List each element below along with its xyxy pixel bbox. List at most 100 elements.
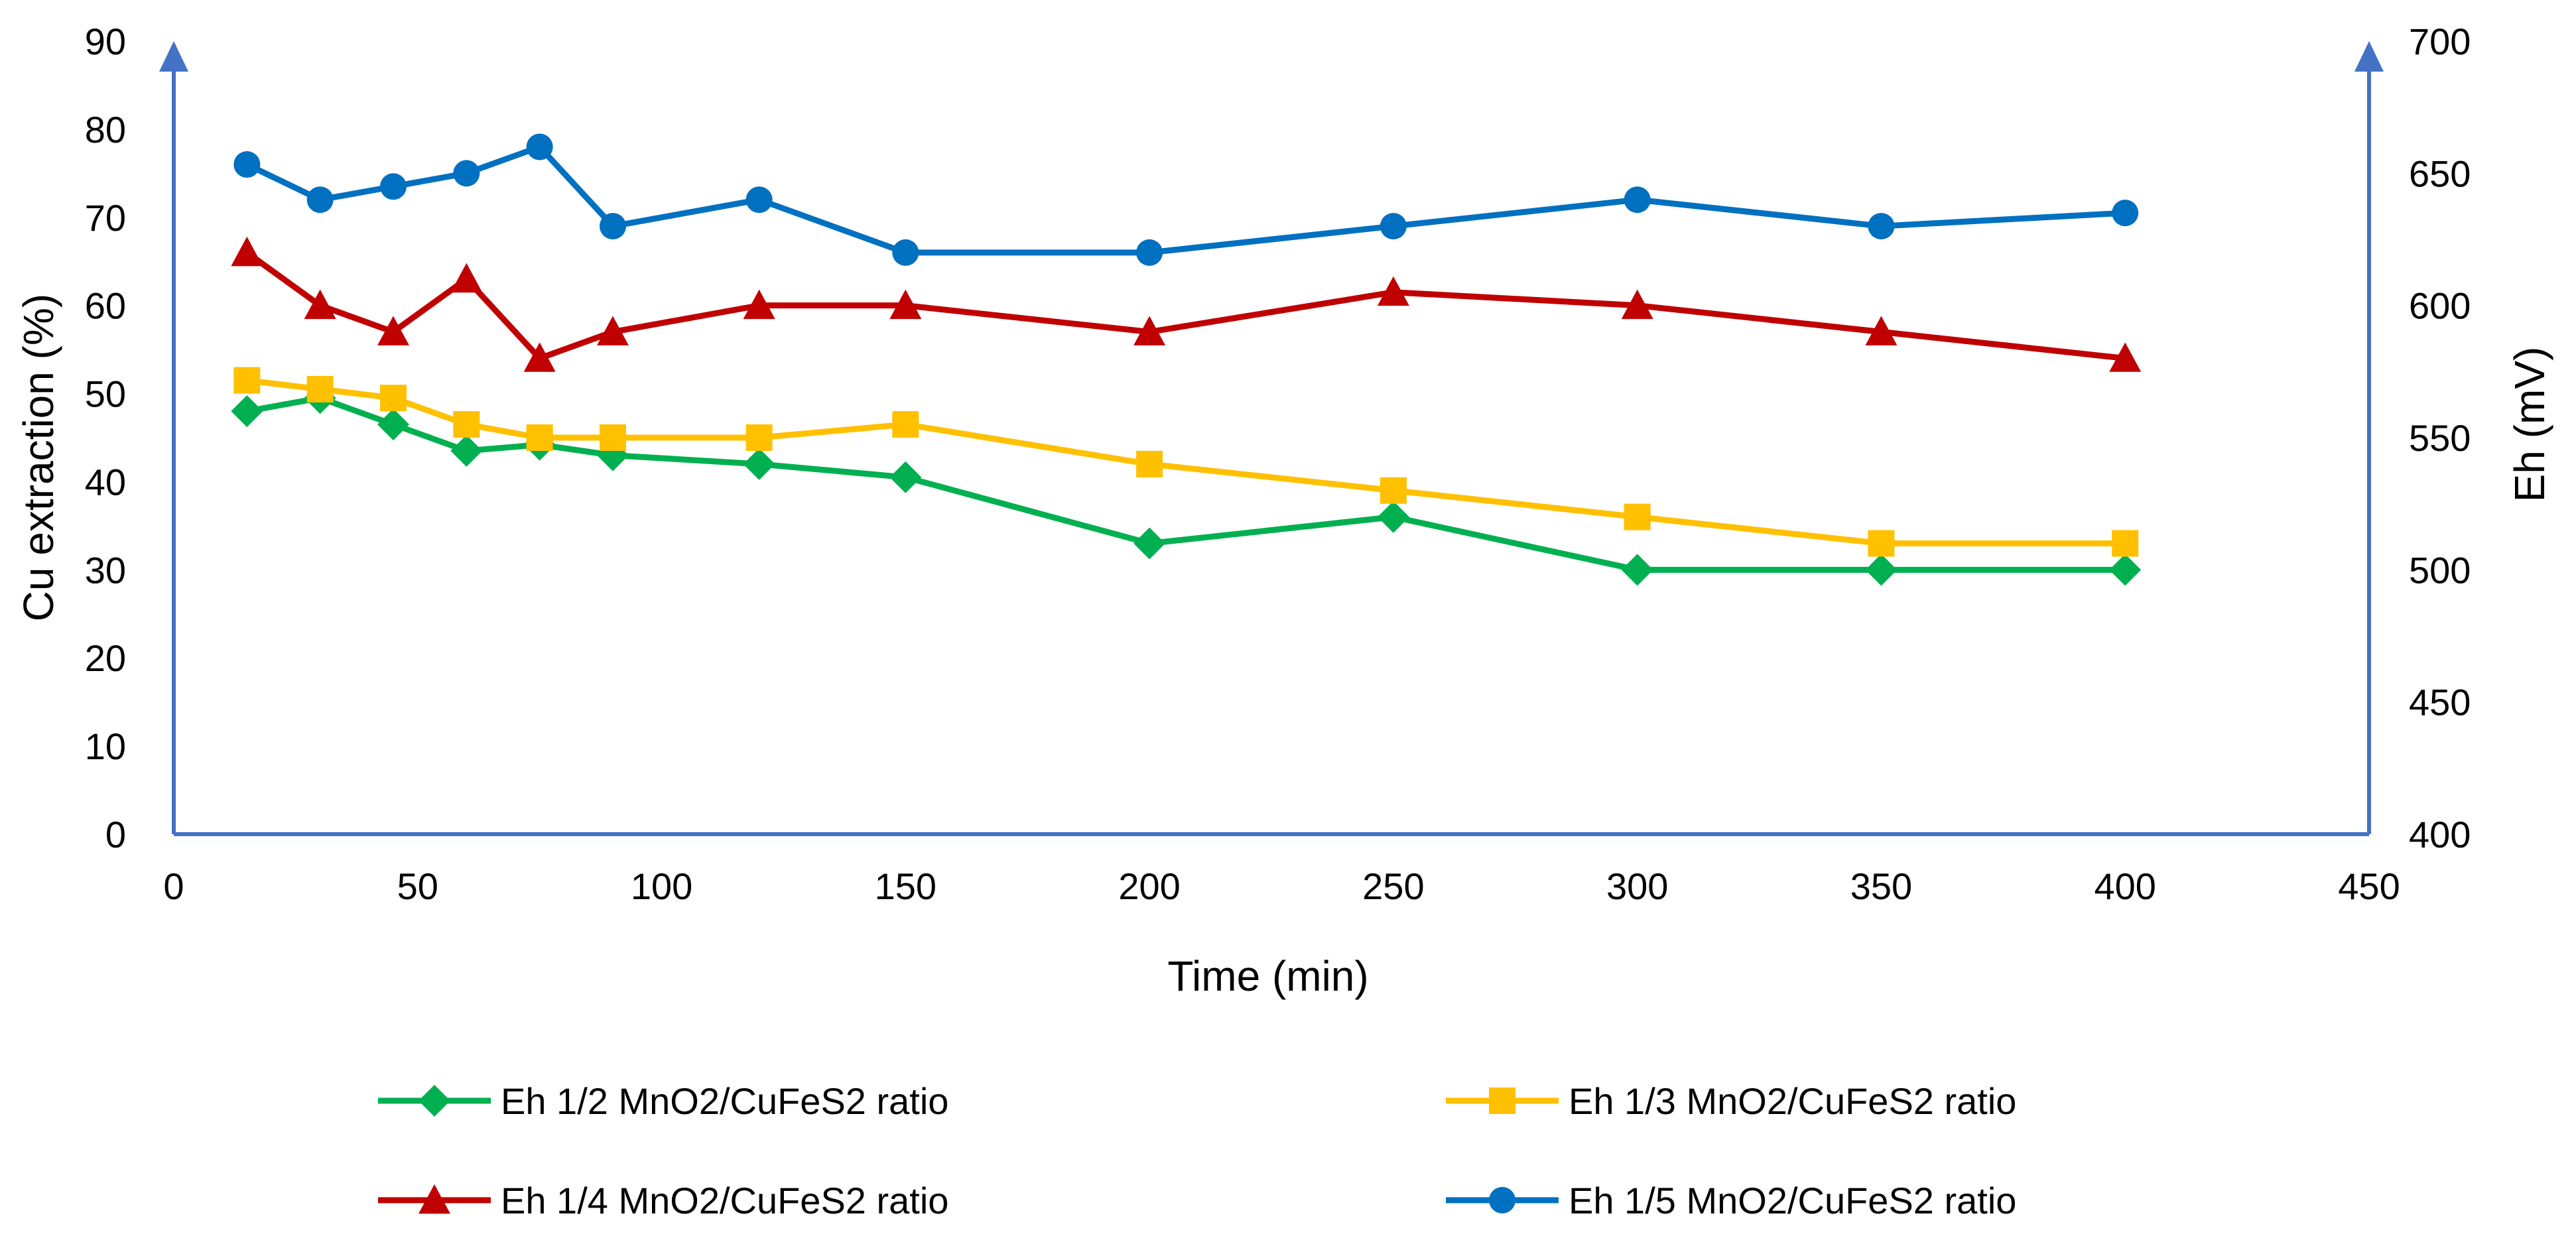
series-line: [246, 395, 2126, 573]
x-tick-label: 250: [1362, 865, 1424, 907]
left-tick-label: 40: [85, 461, 126, 503]
x-tick-label: 450: [2338, 865, 2400, 907]
data-point: [1136, 450, 1163, 477]
x-tick-label: 300: [1606, 865, 1668, 907]
left-axis-arrow: [159, 41, 188, 72]
legend-marker: [419, 1184, 450, 1214]
x-tick-label: 400: [2094, 865, 2156, 907]
series-line: [245, 143, 2126, 256]
data-point: [745, 186, 773, 214]
data-point: [1377, 276, 1409, 306]
left-tick-label: 50: [85, 373, 126, 415]
legend: Eh 1/2 MnO2/CuFeS2 ratio Eh 1/3 MnO2/CuFe…: [378, 1080, 2016, 1221]
x-axis-title: Time (min): [1167, 952, 1368, 1000]
left-tick-label: 30: [85, 549, 126, 591]
series-line: [245, 250, 2126, 361]
x-tick-label: 100: [631, 865, 692, 907]
right-tick-label: 450: [2409, 682, 2471, 723]
left-tick-label: 10: [85, 725, 126, 767]
data-point: [453, 411, 480, 438]
data-point: [743, 289, 775, 320]
legend-label: Eh 1/4 MnO2/CuFeS2 ratio: [501, 1180, 948, 1221]
data-point: [523, 342, 556, 372]
data-point: [1868, 213, 1895, 240]
legend-label: Eh 1/5 MnO2/CuFeS2 ratio: [1569, 1180, 2016, 1221]
data-point: [1865, 316, 1898, 345]
left-axis-title: Cu extraction (%): [15, 294, 62, 621]
data-point: [526, 424, 553, 451]
data-point: [304, 289, 336, 320]
data-point: [450, 263, 483, 293]
legend-item: Eh 1/3 MnO2/CuFeS2 ratio: [1446, 1080, 2016, 1122]
data-point: [1624, 186, 1651, 214]
data-point: [231, 236, 263, 267]
data-point: [453, 160, 480, 187]
data-point: [1136, 239, 1163, 266]
legend-item: Eh 1/2 MnO2/CuFeS2 ratio: [378, 1080, 948, 1122]
x-axis-ticks: 0 50 100 150 200 250 300 350 400 450: [163, 865, 2400, 907]
right-tick-label: 400: [2409, 814, 2471, 855]
axes: [159, 41, 2384, 836]
data-point: [597, 316, 629, 345]
legend-marker: [1489, 1187, 1515, 1213]
series-line: [246, 377, 2126, 546]
data-point: [743, 448, 775, 480]
data-point: [2109, 342, 2142, 372]
left-axis-ticks: 0 10 20 30 40 50 60 70 80 90: [85, 21, 126, 855]
data-point: [377, 408, 409, 441]
series-4: [233, 133, 2139, 266]
x-tick-label: 0: [163, 865, 184, 907]
right-tick-label: 700: [2409, 21, 2471, 62]
data-point: [380, 173, 407, 200]
legend-label: Eh 1/3 MnO2/CuFeS2 ratio: [1569, 1080, 2016, 1122]
data-point: [233, 151, 261, 178]
data-point: [892, 411, 919, 438]
x-tick-label: 350: [1850, 865, 1912, 907]
left-tick-label: 0: [105, 814, 126, 855]
x-tick-label: 50: [397, 865, 438, 907]
data-point: [1621, 554, 1653, 586]
data-point: [600, 213, 626, 240]
data-point: [600, 424, 626, 451]
right-axis-ticks: 400 450 500 550 600 650 700: [2409, 21, 2471, 855]
data-point: [745, 424, 773, 451]
data-point: [889, 289, 922, 320]
left-tick-label: 60: [85, 285, 126, 327]
legend-item: Eh 1/5 MnO2/CuFeS2 ratio: [1446, 1180, 2016, 1221]
left-tick-label: 70: [85, 197, 126, 239]
data-point: [526, 133, 553, 160]
data-point: [233, 367, 261, 394]
data-point: [1377, 501, 1409, 533]
series-1: [231, 382, 2142, 586]
data-point: [1380, 477, 1407, 504]
data-point: [1621, 289, 1653, 320]
data-point: [2112, 200, 2139, 227]
right-tick-label: 550: [2409, 417, 2471, 459]
left-tick-label: 80: [85, 109, 126, 151]
legend-label: Eh 1/2 MnO2/CuFeS2 ratio: [501, 1080, 948, 1122]
data-point: [306, 375, 334, 402]
legend-item: Eh 1/4 MnO2/CuFeS2 ratio: [378, 1180, 948, 1221]
series-3: [231, 236, 2142, 372]
data-point: [380, 385, 407, 412]
data-point: [1865, 554, 1898, 586]
data-point: [1133, 316, 1166, 345]
right-tick-label: 600: [2409, 285, 2471, 327]
legend-marker: [419, 1085, 450, 1117]
right-tick-label: 650: [2409, 153, 2471, 194]
data-point: [1624, 503, 1651, 530]
data-point: [2112, 530, 2139, 557]
x-tick-label: 150: [875, 865, 936, 907]
right-axis-title: Eh (mV): [2506, 347, 2553, 503]
data-point: [231, 395, 263, 428]
left-tick-label: 20: [85, 637, 126, 679]
series-layer: [231, 133, 2142, 586]
data-point: [2109, 554, 2142, 586]
data-point: [889, 461, 922, 493]
legend-marker: [1489, 1087, 1515, 1114]
data-point: [1133, 527, 1166, 560]
right-tick-label: 500: [2409, 549, 2471, 591]
data-point: [892, 239, 919, 266]
series-2: [233, 367, 2139, 557]
